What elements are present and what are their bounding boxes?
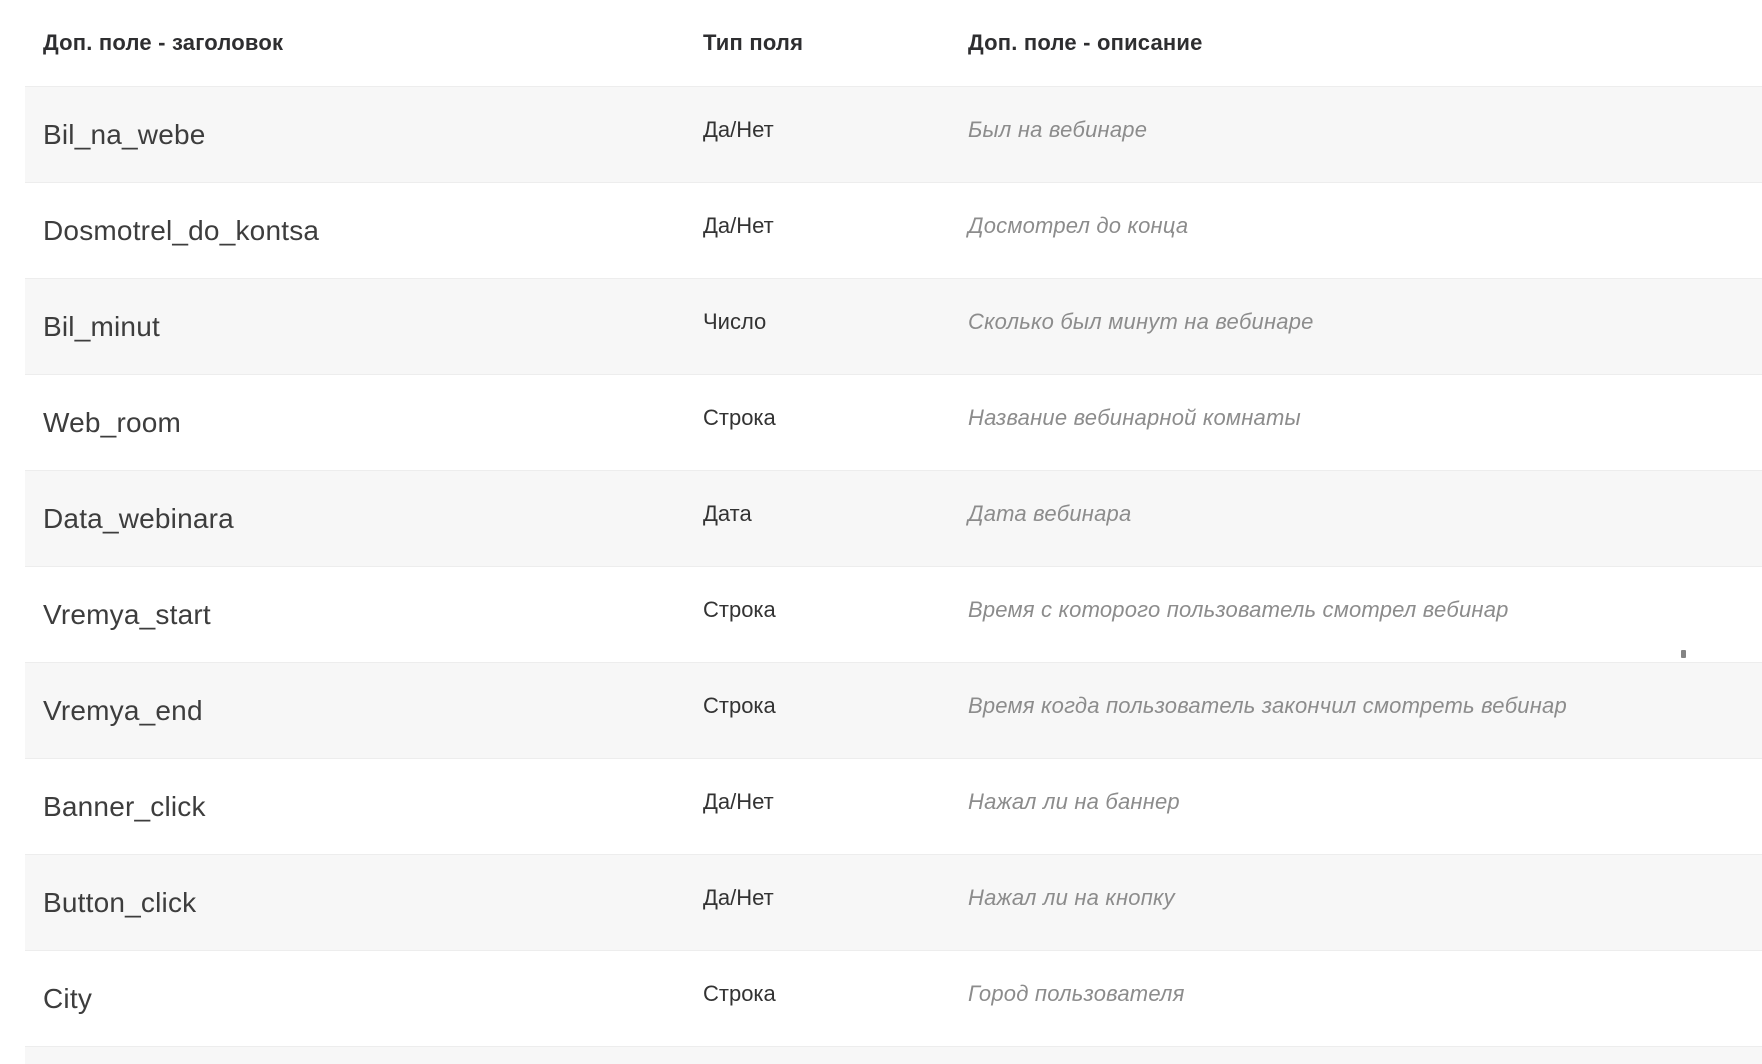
field-title: Data_webinara xyxy=(25,470,685,567)
column-header-type: Тип поля xyxy=(685,0,950,87)
field-type: Число xyxy=(685,278,950,375)
table-row: Dosmotrel_do_kontsa Да/Нет Досмотрел до … xyxy=(25,182,1762,279)
table-row: Web_room Строка Название вебинарной комн… xyxy=(25,374,1762,471)
header-row: Доп. поле - заголовок Тип поля Доп. поле… xyxy=(25,0,1762,87)
table-row: Bil_na_webe Да/Нет Был на вебинаре xyxy=(25,86,1762,183)
field-description: Нажал ли на баннер xyxy=(950,758,1762,855)
field-description: Город пользователя xyxy=(950,950,1762,1047)
field-description: Комментарии оставленные на вебинаре xyxy=(950,1046,1762,1064)
field-title: Bil_na_webe xyxy=(25,86,685,183)
custom-fields-table: Доп. поле - заголовок Тип поля Доп. поле… xyxy=(25,0,1762,1064)
field-type: Да/Нет xyxy=(685,854,950,951)
table-body: Bil_na_webe Да/Нет Был на вебинаре Dosmo… xyxy=(25,86,1762,1064)
field-title: Banner_click xyxy=(25,758,685,855)
table-row: Comments Текст Комментарии оставленные н… xyxy=(25,1046,1762,1064)
field-type: Да/Нет xyxy=(685,86,950,183)
field-type: Строка xyxy=(685,950,950,1047)
field-description: Время когда пользователь закончил смотре… xyxy=(950,662,1762,759)
field-type: Строка xyxy=(685,374,950,471)
field-title: Vremya_end xyxy=(25,662,685,759)
table-header: Доп. поле - заголовок Тип поля Доп. поле… xyxy=(25,0,1762,87)
field-type: Строка xyxy=(685,566,950,663)
field-description: Досмотрел до конца xyxy=(950,182,1762,279)
field-type: Да/Нет xyxy=(685,758,950,855)
column-header-title: Доп. поле - заголовок xyxy=(25,0,685,87)
table-row: Button_click Да/Нет Нажал ли на кнопку xyxy=(25,854,1762,951)
table-row: Bil_minut Число Сколько был минут на веб… xyxy=(25,278,1762,375)
field-title: Bil_minut xyxy=(25,278,685,375)
field-type: Дата xyxy=(685,470,950,567)
field-description: Сколько был минут на вебинаре xyxy=(950,278,1762,375)
table-row: Banner_click Да/Нет Нажал ли на баннер xyxy=(25,758,1762,855)
table-row: Vremya_end Строка Время когда пользовате… xyxy=(25,662,1762,759)
field-title: Vremya_start xyxy=(25,566,685,663)
field-description: Был на вебинаре xyxy=(950,86,1762,183)
field-title: Dosmotrel_do_kontsa xyxy=(25,182,685,279)
table-row: Vremya_start Строка Время с которого пол… xyxy=(25,566,1762,663)
custom-fields-table-container: Доп. поле - заголовок Тип поля Доп. поле… xyxy=(25,0,1762,1064)
field-title: Comments xyxy=(25,1046,685,1064)
column-header-description: Доп. поле - описание xyxy=(950,0,1762,87)
field-description: Нажал ли на кнопку xyxy=(950,854,1762,951)
field-title: City xyxy=(25,950,685,1047)
stray-cursor-mark xyxy=(1681,650,1686,658)
field-title: Button_click xyxy=(25,854,685,951)
table-row: City Строка Город пользователя xyxy=(25,950,1762,1047)
field-description: Время с которого пользователь смотрел ве… xyxy=(950,566,1762,663)
field-type: Да/Нет xyxy=(685,182,950,279)
table-row: Data_webinara Дата Дата вебинара xyxy=(25,470,1762,567)
field-type: Строка xyxy=(685,662,950,759)
field-title: Web_room xyxy=(25,374,685,471)
field-description: Название вебинарной комнаты xyxy=(950,374,1762,471)
field-type: Текст xyxy=(685,1046,950,1064)
field-description: Дата вебинара xyxy=(950,470,1762,567)
